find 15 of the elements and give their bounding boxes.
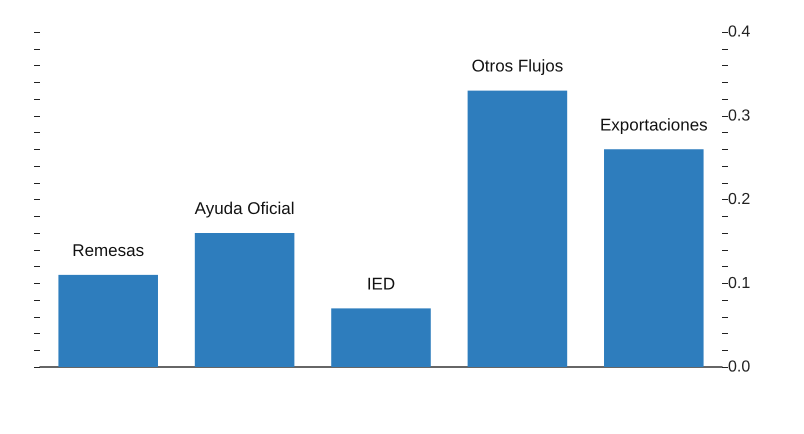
bar bbox=[58, 274, 158, 367]
bar bbox=[194, 233, 294, 367]
bar bbox=[331, 308, 431, 367]
y-tick-label: 0.4 bbox=[728, 24, 750, 40]
y-tick-label: 0.2 bbox=[728, 191, 750, 208]
bar bbox=[604, 149, 704, 367]
y-tick-label: 0.3 bbox=[728, 107, 750, 124]
x-tick-label: Remesas bbox=[72, 240, 144, 260]
y-tick-label: 0.0 bbox=[728, 358, 750, 376]
y-tick-label: 0.1 bbox=[728, 274, 750, 292]
bar bbox=[468, 90, 568, 367]
x-tick-label: Exportaciones bbox=[600, 115, 708, 134]
x-tick-label: IED bbox=[366, 274, 396, 294]
x-tick-label: Otros Flujos bbox=[472, 56, 564, 76]
x-tick-label: Ayuda Oficial bbox=[194, 199, 295, 218]
